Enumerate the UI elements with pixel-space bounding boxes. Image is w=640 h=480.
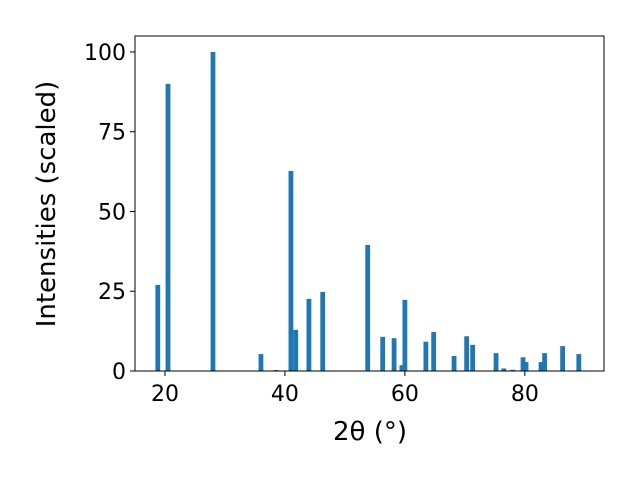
y-tick-label: 50 — [98, 200, 126, 225]
y-tick-label: 25 — [98, 280, 126, 305]
bar — [306, 298, 312, 371]
bar — [523, 362, 529, 371]
bar — [288, 170, 294, 371]
bar — [402, 299, 408, 371]
bar — [560, 346, 566, 371]
y-axis-label: Intensities (scaled) — [32, 81, 62, 328]
bar — [520, 357, 526, 371]
bar — [470, 344, 476, 371]
bar — [431, 332, 437, 371]
y-tick-label: 100 — [84, 41, 126, 66]
x-tick-label: 80 — [511, 382, 539, 407]
bar — [293, 329, 299, 371]
bar — [380, 336, 386, 371]
x-tick-label: 20 — [151, 382, 179, 407]
bar — [165, 83, 171, 371]
bar — [510, 369, 516, 371]
bar — [155, 284, 161, 371]
x-tick-label: 40 — [271, 382, 299, 407]
bar — [399, 365, 405, 371]
bar — [576, 354, 582, 371]
bar — [451, 356, 457, 371]
bar — [210, 51, 216, 371]
bar — [501, 368, 507, 371]
plot-frame — [134, 35, 605, 372]
bar — [320, 291, 326, 371]
x-tick-label: 60 — [391, 382, 419, 407]
bar — [538, 362, 544, 371]
y-tick-label: 0 — [112, 360, 126, 385]
bar — [464, 336, 470, 371]
bar — [365, 244, 371, 371]
bar — [493, 353, 499, 371]
bar — [542, 353, 548, 371]
bar — [258, 354, 264, 371]
bar — [423, 341, 429, 371]
bar — [391, 338, 397, 371]
y-tick-label: 75 — [98, 121, 126, 146]
x-axis-label: 2θ (°) — [333, 417, 407, 447]
